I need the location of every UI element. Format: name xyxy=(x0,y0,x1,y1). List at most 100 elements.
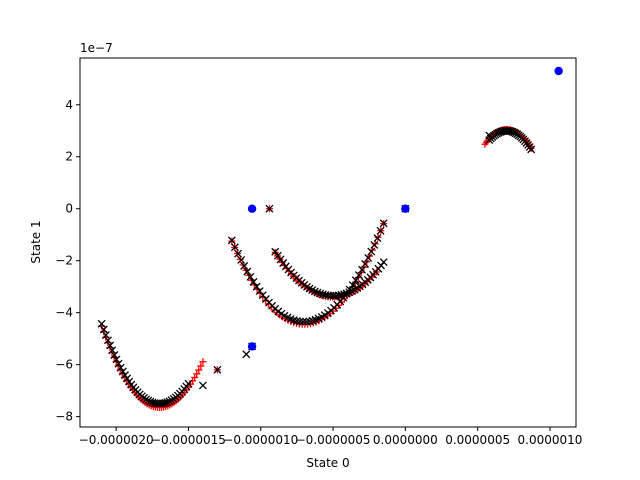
x-stroke xyxy=(255,287,264,296)
x-stroke xyxy=(112,355,121,364)
x-tick-label: 0.0000010 xyxy=(518,433,583,447)
data-point-plus xyxy=(193,370,201,378)
data-point-x xyxy=(198,381,207,390)
data-point-x xyxy=(367,247,376,256)
data-point-x xyxy=(144,396,153,405)
x-stroke xyxy=(230,243,239,252)
data-point-x xyxy=(163,398,172,407)
data-point-x xyxy=(234,249,242,258)
data-point-x xyxy=(379,258,388,267)
data-point-x xyxy=(313,288,322,297)
y-tick-label: −6 xyxy=(55,358,73,372)
x-stroke xyxy=(106,341,115,350)
x-tick-label: 0.0000000 xyxy=(373,433,438,447)
x-stroke xyxy=(101,331,110,339)
x-stroke xyxy=(276,255,285,264)
data-point-x xyxy=(227,236,236,245)
plot-area xyxy=(97,66,563,412)
data-point-circle xyxy=(401,204,410,213)
x-stroke xyxy=(252,282,261,291)
data-point-x xyxy=(240,261,249,270)
x-stroke xyxy=(146,397,155,406)
x-stroke xyxy=(370,240,379,249)
x-stroke xyxy=(379,258,388,267)
y-tick-label: 0 xyxy=(65,202,73,216)
x-stroke xyxy=(280,311,289,320)
x-stroke xyxy=(289,316,298,325)
data-point-x xyxy=(527,145,536,154)
data-point-x xyxy=(108,346,117,355)
x-stroke xyxy=(121,371,129,380)
data-point-x xyxy=(106,341,115,350)
data-point-x xyxy=(255,287,264,296)
x-stroke xyxy=(114,359,123,368)
data-point-x xyxy=(271,247,280,256)
x-stroke xyxy=(296,317,304,326)
data-point-x xyxy=(114,359,123,368)
x-stroke xyxy=(97,319,106,328)
x-stroke xyxy=(240,261,249,270)
data-point-x xyxy=(242,350,251,359)
data-point-x xyxy=(376,226,385,235)
x-stroke xyxy=(234,249,242,258)
data-point-plus xyxy=(195,366,203,374)
y-axis-label: State 1 xyxy=(29,220,43,263)
y-tick-label: 4 xyxy=(65,98,73,112)
data-point-x xyxy=(104,336,112,345)
x-stroke xyxy=(165,397,174,406)
x-stroke xyxy=(361,259,370,268)
data-point-x xyxy=(373,234,382,242)
x-stroke xyxy=(277,309,286,318)
data-point-x xyxy=(342,289,351,298)
x-stroke xyxy=(161,398,170,407)
data-point-circle xyxy=(247,342,257,351)
x-stroke xyxy=(213,365,222,374)
x-stroke xyxy=(283,313,292,322)
data-point-x xyxy=(265,204,274,213)
data-point-x xyxy=(348,281,357,290)
data-point-x xyxy=(99,325,108,334)
x-stroke xyxy=(243,267,252,276)
x-stroke xyxy=(299,317,308,326)
x-stroke xyxy=(364,253,373,262)
x-stroke xyxy=(305,317,314,326)
data-point-x xyxy=(101,331,110,339)
x-tick-label: −0.0000010 xyxy=(223,433,298,447)
x-stroke xyxy=(303,282,311,291)
x-stroke xyxy=(373,234,382,242)
data-point-x xyxy=(110,351,119,359)
x-stroke xyxy=(367,247,376,256)
x-stroke xyxy=(308,286,317,295)
data-point-plus xyxy=(199,358,207,366)
data-point-x xyxy=(361,259,370,268)
x-stroke xyxy=(273,251,282,260)
x-stroke xyxy=(108,346,117,355)
x-stroke xyxy=(198,381,207,390)
data-point-x xyxy=(230,243,239,252)
x-stroke xyxy=(265,204,274,213)
x-stroke xyxy=(358,265,366,274)
x-stroke xyxy=(242,350,251,359)
data-point-x xyxy=(299,317,308,326)
y-offset-label: 1e−7 xyxy=(80,41,113,55)
data-point-x xyxy=(296,317,304,326)
x-stroke xyxy=(313,288,322,297)
x-stroke xyxy=(148,398,157,407)
x-stroke xyxy=(286,314,295,323)
y-tick-label: −8 xyxy=(55,410,73,424)
x-stroke xyxy=(237,255,246,264)
data-point-x xyxy=(379,219,388,228)
x-stroke xyxy=(334,291,343,300)
data-point-circle xyxy=(247,204,257,213)
data-point-plus xyxy=(191,373,199,381)
data-point-x xyxy=(146,397,155,406)
data-point-x xyxy=(184,379,193,388)
y-tick-label: −4 xyxy=(55,306,73,320)
data-point-x xyxy=(276,255,285,264)
x-stroke xyxy=(184,379,193,388)
x-tick-label: −0.0000015 xyxy=(151,433,226,447)
x-stroke xyxy=(116,363,125,372)
x-stroke xyxy=(310,287,319,296)
data-point-x xyxy=(345,285,354,294)
